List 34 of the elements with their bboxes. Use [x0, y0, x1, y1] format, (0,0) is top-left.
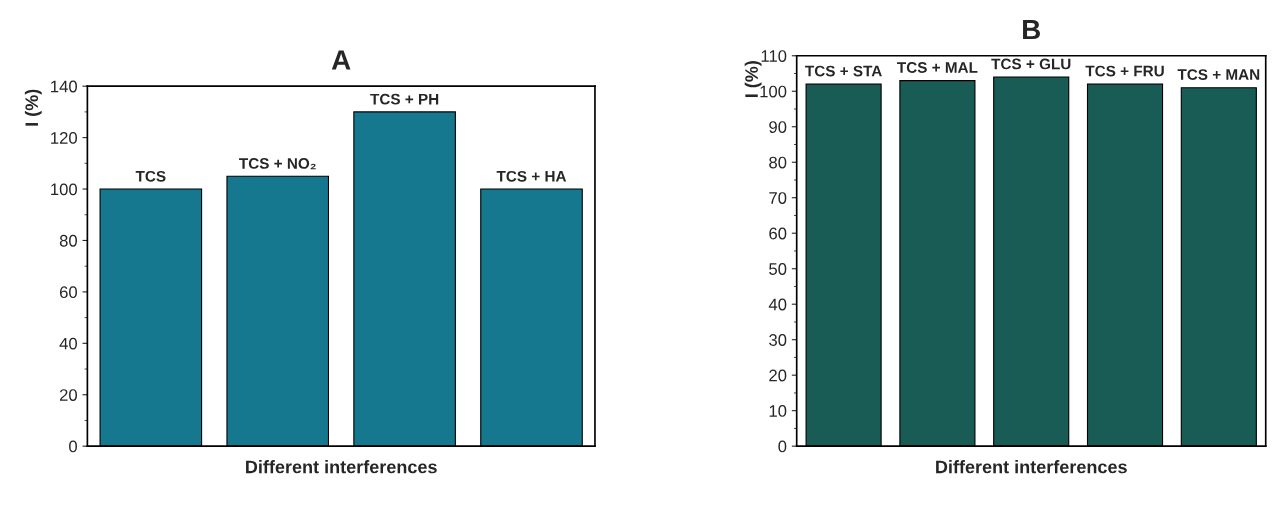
y-tick-label: 20	[59, 389, 78, 401]
category-label: TCS + MAN	[1177, 69, 1260, 81]
y-tick-label: 100	[51, 183, 78, 196]
category-label: TCS + HA	[496, 170, 567, 182]
category-label: TCS + MAL	[897, 62, 978, 73]
y-tick-label: 120	[51, 132, 78, 144]
chart-title: B	[1023, 19, 1040, 40]
category-label: TCS + NO₂	[239, 158, 316, 170]
y-tick-label: 140	[51, 80, 78, 93]
y-tick-label: 90	[769, 121, 787, 133]
category-label: TCS	[135, 170, 166, 182]
chart-title: A	[331, 50, 351, 70]
category-label: TCS + FRU	[1085, 65, 1164, 77]
y-tick-label: 70	[769, 192, 787, 204]
y-tick-label: 40	[768, 298, 787, 311]
y-tick-label: 80	[769, 156, 787, 169]
y-tick-label: 20	[769, 369, 787, 382]
y-tick-label: 80	[59, 234, 78, 247]
x-axis-title: Different interferences	[246, 460, 437, 474]
x-axis-title: Different interferences	[936, 460, 1127, 474]
y-tick-label: 50	[769, 263, 787, 275]
category-label: TCS + PH	[370, 93, 439, 105]
category-label: TCS + STA	[805, 65, 882, 77]
y-axis-title: I (%)	[24, 89, 42, 126]
y-tick-label: 60	[769, 227, 787, 240]
y-tick-label: 60	[59, 286, 78, 299]
y-tick-label: 100	[760, 85, 787, 98]
y-tick-label: 110	[761, 50, 787, 62]
y-tick-label: 0	[69, 440, 78, 453]
y-tick-label: 30	[769, 334, 787, 346]
y-tick-label: 0	[778, 440, 787, 453]
category-label: TCS + GLU	[991, 58, 1071, 70]
y-tick-label: 40	[59, 337, 78, 350]
y-tick-label: 10	[769, 405, 787, 417]
